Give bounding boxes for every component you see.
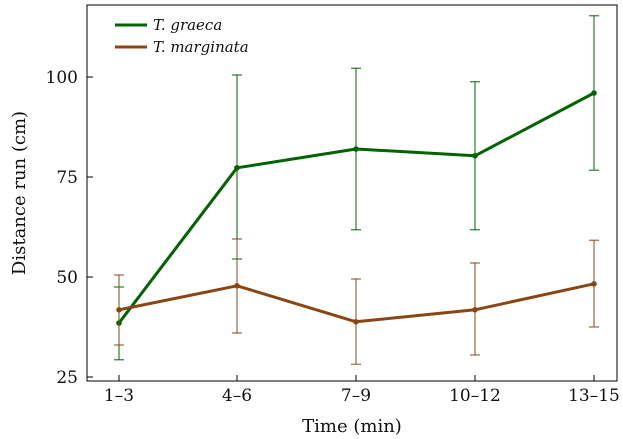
ticks-layer: 25 50 75 100 1–3 4–6 7–9 10–12 13–15: [46, 68, 620, 406]
y-tick-label: 100: [46, 68, 78, 88]
data-point-t-graeca: [591, 90, 597, 96]
legend-label-t-graeca: T. graeca: [153, 16, 222, 34]
legend: T. graeca T. marginata: [115, 16, 249, 56]
y-tick-label: 75: [56, 168, 78, 188]
y-axis-label: Distance run (cm): [9, 111, 30, 275]
series-layer: [114, 15, 599, 365]
x-tick-label: 1–3: [104, 386, 134, 406]
y-tick-label: 25: [56, 368, 78, 388]
x-tick-label: 4–6: [222, 386, 252, 406]
legend-label-t-marginata: T. marginata: [153, 38, 249, 56]
plot-frame: [86, 4, 618, 382]
data-point-t-graeca: [472, 153, 478, 159]
x-axis-label: Time (min): [302, 416, 402, 437]
y-tick-label: 50: [56, 268, 78, 288]
data-point-t-marginata: [591, 281, 597, 287]
data-point-t-marginata: [234, 283, 240, 289]
data-point-t-marginata: [472, 307, 478, 313]
x-tick-label: 10–12: [449, 386, 501, 406]
data-point-t-graeca: [353, 146, 359, 152]
data-point-t-graeca: [234, 165, 240, 171]
data-point-t-marginata: [116, 307, 122, 313]
x-tick-label: 7–9: [341, 386, 371, 406]
data-point-t-marginata: [353, 319, 359, 325]
x-tick-label: 13–15: [568, 386, 620, 406]
